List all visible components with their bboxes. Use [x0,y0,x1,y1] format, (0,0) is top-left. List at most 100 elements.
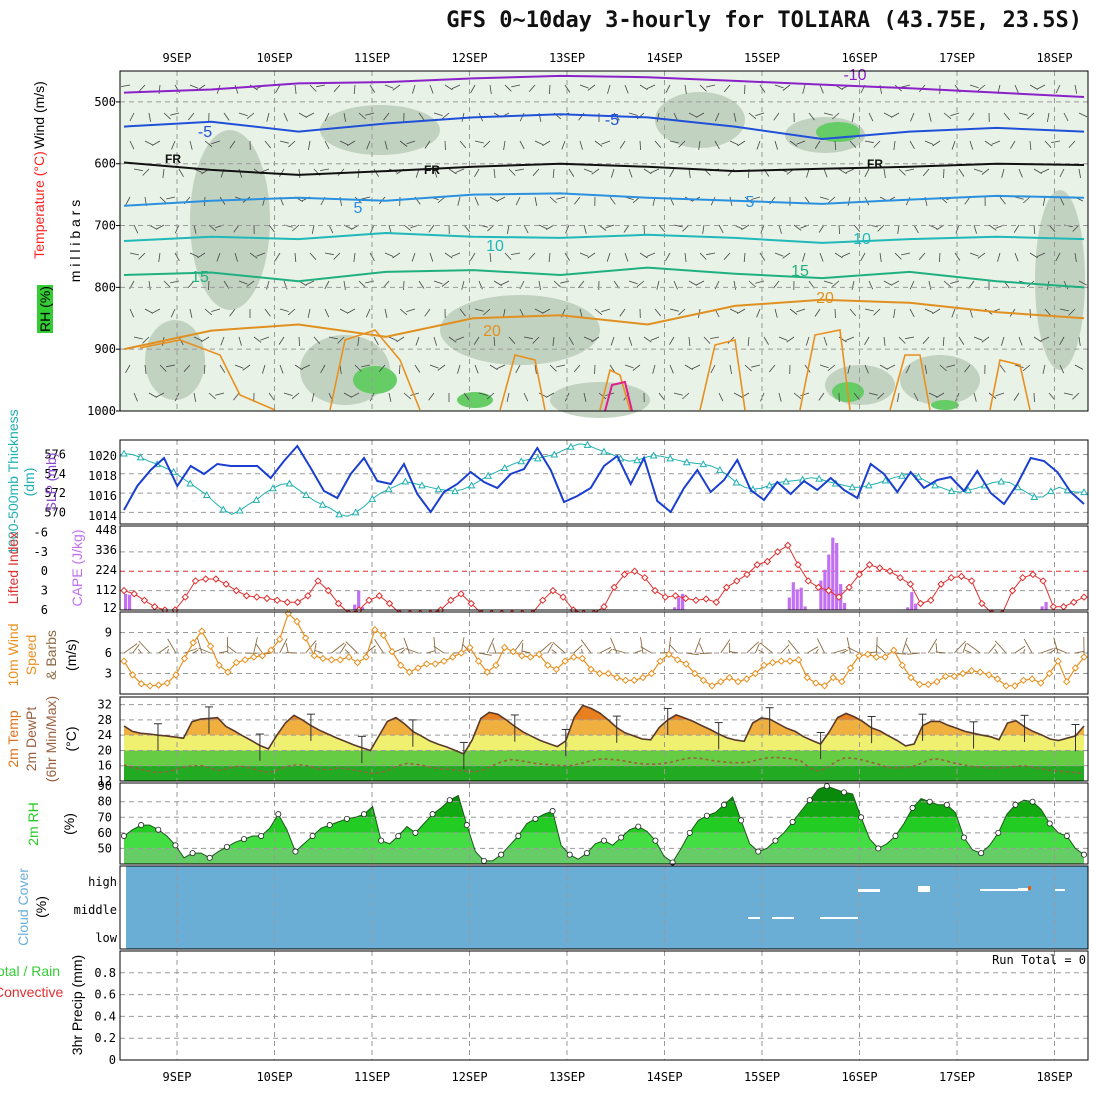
temp-band [124,750,1084,766]
thickness-marker [947,487,956,495]
wind-barb [573,364,581,373]
wind10m-marker [397,661,405,670]
cape-bar [677,597,681,610]
wind10m-barb [700,652,713,655]
wind-barb [936,392,945,398]
wind10m-marker [561,657,569,665]
rh2m-marker [429,811,436,818]
wind10m-barb [167,638,177,654]
rh2m-marker [789,818,796,825]
wind10m-barb [551,649,557,654]
wind-barb [463,224,471,233]
thickness-marker [186,479,195,487]
wind-barb [943,168,945,179]
wind-barb [415,336,420,346]
wind-barb [718,392,724,402]
lifted-index-marker [947,573,955,582]
wind-barb [507,224,510,234]
wind-barb [133,336,143,340]
wind-barb [737,308,746,314]
wind-barb [981,336,990,343]
wind-barb [478,392,488,396]
wind-barb [606,252,611,262]
wind10m-marker [1045,669,1054,678]
rh2m-tick: 70 [98,810,112,824]
thickness-marker [567,442,575,450]
isotherm-15 [123,266,1085,289]
cloud-cover-area [126,866,1088,949]
wind10m-barb [158,645,169,654]
rh2m-marker [360,811,367,818]
wind-barb [339,140,349,146]
wind-barb [486,392,495,400]
wind-barb [763,336,769,345]
wind-barb [831,280,840,288]
wind10m-barb [339,643,347,654]
wind-barb [773,280,780,289]
warm-contour [139,339,276,411]
lifted-index-marker [784,541,792,550]
wind-barb [311,224,315,234]
temp-tick: 12 [98,774,112,788]
wind-barb [166,196,176,200]
wind-barb [942,336,945,347]
thickness-marker [219,505,228,513]
wind10m-marker [509,647,517,656]
precip-tick: 0.8 [94,966,116,980]
wind-barb [429,364,439,369]
wind10m-marker [1062,677,1071,686]
wind10m-marker [362,653,370,661]
thickness-marker [997,477,1006,485]
rh2m-marker [446,797,453,804]
rh2m-marker [738,817,745,824]
wind-barb [883,112,893,118]
wind-barb [1055,252,1061,262]
wind-barb [973,392,977,402]
lifted-index-label: Lifted Index [5,532,21,604]
lifted-index-marker [539,596,547,605]
rh2m-marker [635,823,642,830]
wind-barb [1014,364,1024,368]
thickness-marker [848,483,857,491]
lifted-index-marker [181,593,189,601]
wind-barb [1013,392,1020,401]
date-label-bottom: 16SEP [841,1070,877,1084]
wind-barb [905,168,915,172]
temp-tick: 28 [98,713,112,727]
wind-barb [864,168,870,178]
temp-unit: (°C) [63,726,79,751]
wind-barb [343,392,353,398]
wind10m-barb [758,649,765,654]
wind-barb [506,392,510,402]
wind-barb [148,112,151,122]
wind-barb [632,364,641,371]
wind-barb [939,364,947,372]
wind10m-marker [751,669,760,678]
rh2m-marker [498,851,505,858]
wind-barb [1029,140,1032,151]
wind10m-barb [580,639,592,654]
wind10m-barb [994,640,1007,654]
wind-barb [313,336,321,345]
wind-barb [1047,112,1050,122]
wind-barb [565,224,570,234]
wind10m-marker [639,673,647,682]
wind-barb [774,252,784,257]
wind10m-barb [253,637,258,654]
wind-barb [774,308,778,318]
wind-barb [607,84,611,94]
wind-barb [834,252,843,259]
wind-barb [324,112,330,122]
wind10m-marker [535,650,543,659]
wind-barb [233,392,240,401]
cloud-patch [748,917,760,919]
wind-barb [1036,252,1046,258]
temp-line [123,704,1085,755]
wind10m-barb [780,644,790,654]
cloud-high-patch [1028,886,1031,890]
wind-barb [193,336,203,342]
wind-barb [274,252,281,261]
wind-barb [220,336,225,346]
isotherm-label: 5 [354,200,363,217]
isotherm-5 [123,192,1085,207]
